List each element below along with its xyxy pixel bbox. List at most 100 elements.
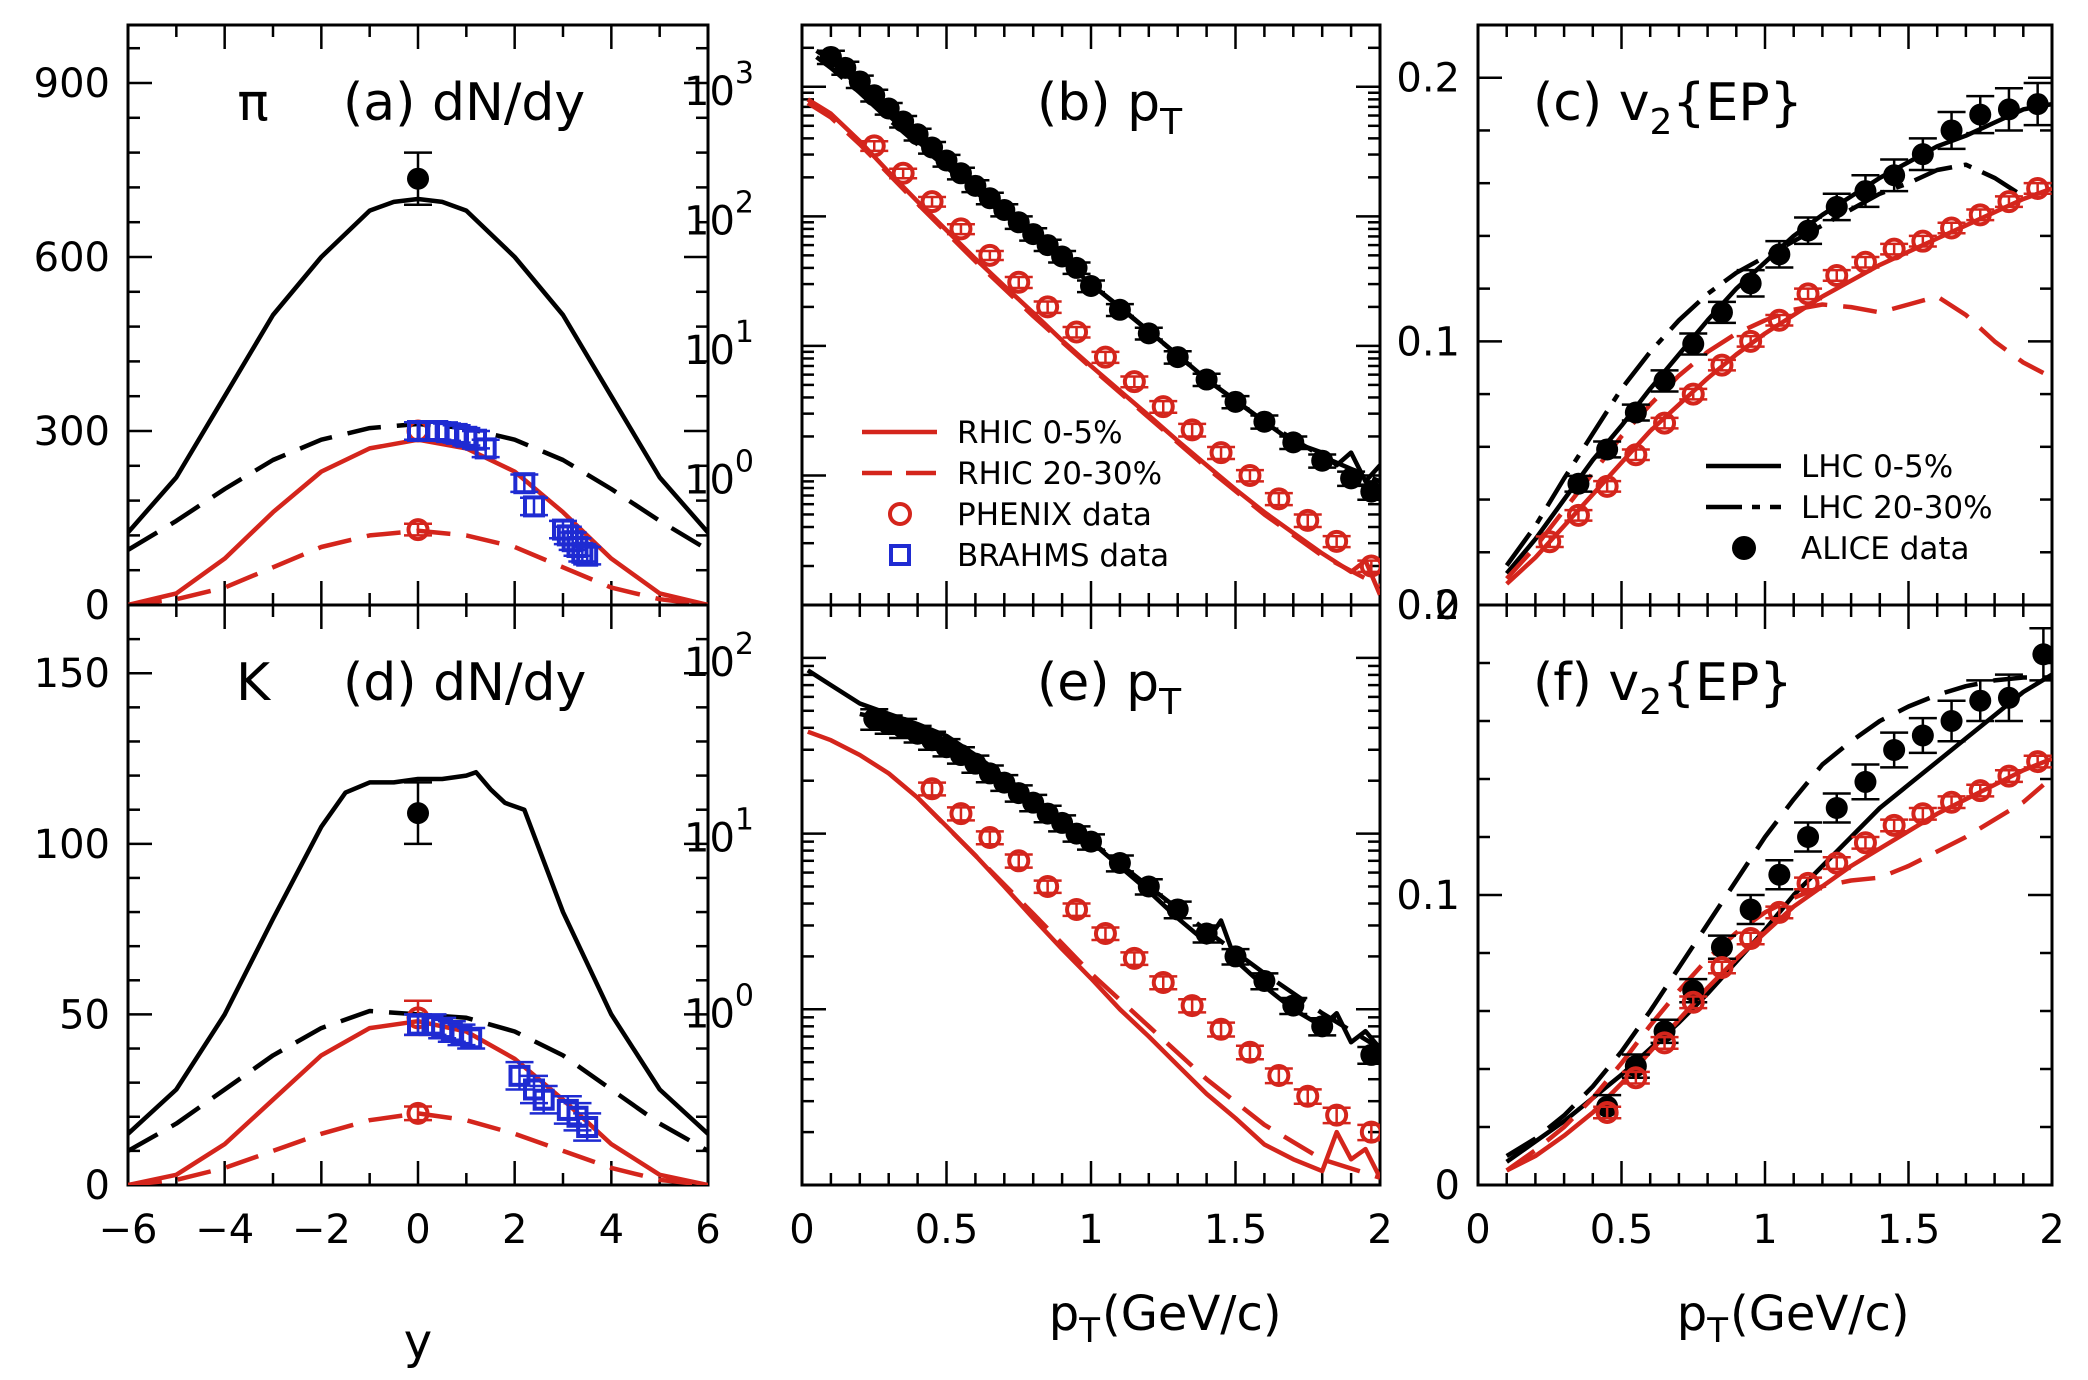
ticks xyxy=(126,603,710,1187)
marker-open-circle xyxy=(1882,813,1906,837)
data-point-phenix-data xyxy=(860,134,889,158)
marker-open-circle xyxy=(1359,1120,1380,1144)
data-point-phenix-data xyxy=(1235,1040,1264,1064)
series-line-lhc-0-5- xyxy=(128,769,708,1136)
panel-label-sub: 2 xyxy=(1639,682,1662,723)
legend-label: RHIC 20-30% xyxy=(957,456,1162,492)
data-point-phenix-data xyxy=(1593,474,1622,498)
marker-open-circle xyxy=(1940,790,1964,814)
data-point-phenix-data xyxy=(1736,329,1765,353)
marker-filled-circle xyxy=(949,162,972,185)
data-point-phenix-data xyxy=(1794,871,1823,895)
y-tick-base: 10 xyxy=(684,640,735,686)
x-tick-label: 1.5 xyxy=(1204,1207,1268,1253)
y-tick-label: 50 xyxy=(59,992,110,1038)
x-tick-label: 2 xyxy=(1367,1207,1392,1253)
marker-filled-circle xyxy=(1108,298,1131,321)
marker-open-circle xyxy=(1093,922,1117,946)
data-point-alice-data xyxy=(1163,346,1192,369)
data-point-alice-data xyxy=(1192,368,1221,391)
x-tick-label: 2 xyxy=(502,1207,527,1253)
y-tick-exp: 2 xyxy=(735,627,754,662)
marker-filled-circle xyxy=(1710,936,1733,959)
marker-open-circle xyxy=(1681,382,1705,406)
marker-open-square xyxy=(532,1088,555,1111)
y-tick-label: 150 xyxy=(34,651,110,697)
panel-label: (c) v2{EP} xyxy=(1533,73,1803,143)
y-tick-exp: 1 xyxy=(735,803,754,838)
marker-open-circle xyxy=(1325,529,1349,553)
data-point-alice-data xyxy=(1707,300,1736,325)
plot-area xyxy=(1504,81,2052,586)
marker-filled-circle xyxy=(1940,119,1963,142)
data-point-alice-data xyxy=(1679,332,1708,356)
data-point-alice-data xyxy=(1736,893,1765,926)
legend-lhc: LHC 0-5% LHC 20-30% ALICE data xyxy=(1706,449,1993,567)
marker-filled-circle xyxy=(1854,770,1877,793)
marker-filled-circle xyxy=(1311,1015,1334,1038)
y-tick-exp: 2 xyxy=(735,185,754,220)
legend-label: RHIC 0-5% xyxy=(957,415,1123,451)
marker-open-circle xyxy=(1122,370,1146,394)
series-line-rhic-20-30- xyxy=(916,796,1380,1180)
marker-open-circle xyxy=(1653,1031,1677,1055)
panel-label: (e) pT xyxy=(1037,653,1182,723)
legend-entry: RHIC 0-5% xyxy=(862,415,1123,451)
marker-open-circle xyxy=(1911,229,1935,253)
legend-rhic: RHIC 0-5% RHIC 20-30% PHENIX data BRAHMS da… xyxy=(862,415,1169,574)
data-point-alice-data xyxy=(1650,369,1679,393)
marker-open-circle xyxy=(1007,849,1031,873)
panel-label-main: (b) p xyxy=(1037,73,1160,133)
y-tick-label: 102 xyxy=(684,185,754,244)
y-tick-label: 0.1 xyxy=(1396,319,1460,365)
marker-filled-circle xyxy=(1624,401,1647,424)
marker-open-circle xyxy=(1538,530,1562,554)
data-point-alice-data xyxy=(1994,673,2023,723)
data-point-alice-data xyxy=(1250,410,1279,433)
marker-filled-circle xyxy=(906,123,929,146)
data-point-phenix-data xyxy=(1293,1084,1322,1108)
marker-open-circle xyxy=(1710,353,1734,377)
marker-open-square xyxy=(571,541,594,564)
y-tick-label: 103 xyxy=(684,56,754,115)
data-point-alice-data xyxy=(404,781,432,846)
data-point-phenix-data xyxy=(1120,946,1149,970)
data-point-alice-data xyxy=(1621,401,1650,424)
panel-f: 00.10.20 0.5 1 1.5 2(f) v2{EP} xyxy=(1396,583,2064,1253)
marker-filled-circle xyxy=(1596,438,1619,461)
data-point-alice-data xyxy=(1308,1015,1337,1038)
legend-label: PHENIX data xyxy=(957,497,1152,533)
x-axis-title-pt-b-unit: (GeV/c) xyxy=(1102,1286,1282,1342)
data-point-phenix-data xyxy=(1322,1103,1351,1127)
marker-open-square xyxy=(523,495,545,518)
data-point-phenix-data xyxy=(1765,900,1794,924)
y-tick-label: 0.2 xyxy=(1396,56,1460,102)
data-point-phenix-data xyxy=(1033,295,1062,319)
data-point-phenix-data xyxy=(2023,176,2052,200)
x-axis-title-pt-b: pT xyxy=(1049,1286,1100,1351)
marker-open-circle xyxy=(862,134,886,158)
data-point-phenix-data xyxy=(1062,897,1091,921)
x-tick-label: 1 xyxy=(1752,1207,1777,1253)
data-point-phenix-data xyxy=(1908,802,1937,826)
marker-open-circle xyxy=(1911,802,1935,826)
legend-entry: PHENIX data xyxy=(888,497,1152,533)
marker-filled-circle xyxy=(1567,472,1590,495)
marker-filled-circle xyxy=(1360,1043,1380,1066)
data-point-alice-data xyxy=(1966,679,1995,723)
data-point-phenix-data xyxy=(1966,779,1995,803)
data-point-alice-data xyxy=(1062,256,1091,279)
x-tick-label: −2 xyxy=(292,1207,351,1253)
marker-filled-circle xyxy=(2026,93,2049,116)
data-point-phenix-data xyxy=(1794,282,1823,306)
x-tick-label: 1 xyxy=(1078,1207,1103,1253)
x-axis-title-left: y xyxy=(404,1314,432,1370)
marker-filled-circle xyxy=(1653,369,1676,392)
data-point-brahms-data xyxy=(573,544,602,567)
y-tick-exp: 0 xyxy=(735,978,754,1013)
marker-open-circle xyxy=(1036,295,1060,319)
data-point-alice-data xyxy=(903,123,932,146)
series-line-rhic-20-30- xyxy=(806,101,1380,589)
marker-open-circle xyxy=(1595,1101,1619,1124)
data-point-phenix-data xyxy=(1207,1017,1236,1041)
